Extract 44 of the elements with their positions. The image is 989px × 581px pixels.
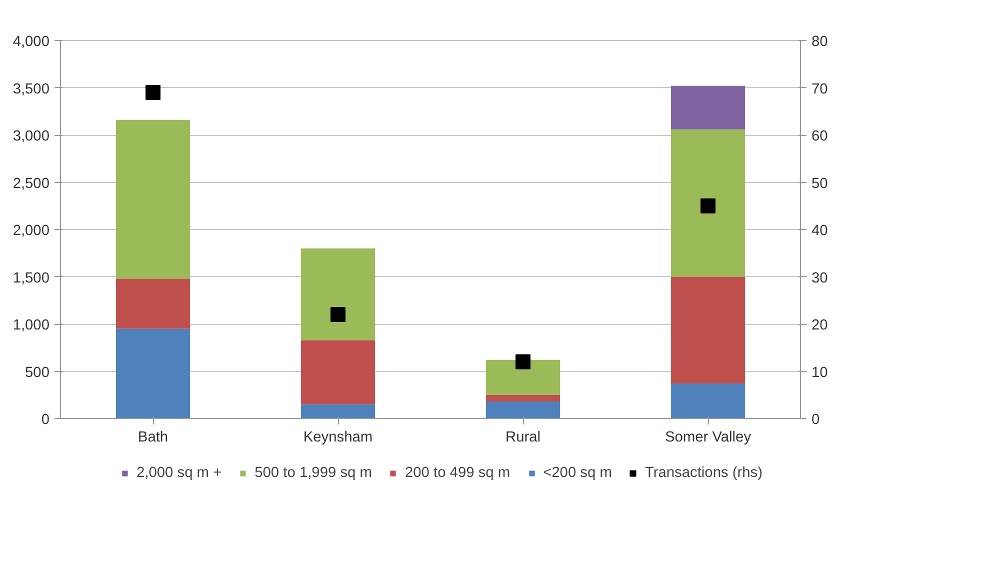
point: [330, 307, 346, 322]
bar: [301, 340, 375, 404]
y2-tick-label: 60: [812, 128, 828, 144]
point: [516, 354, 530, 370]
y-tick-label: 3,000: [12, 128, 50, 144]
legend-label: <200 sq m: [543, 465, 612, 481]
y2-tick-label: 70: [812, 81, 828, 98]
bar: [671, 86, 745, 130]
point: [146, 84, 160, 100]
bar: [301, 404, 375, 418]
bar: [486, 401, 560, 418]
x-tick-label: Somer Valley: [664, 430, 752, 446]
y-tick-label: 1,500: [12, 270, 50, 286]
bar: [671, 384, 745, 418]
y-tick-label: 2,000: [12, 223, 50, 239]
bar: [116, 328, 190, 418]
bar: [116, 120, 190, 279]
y2-tick-label: 80: [812, 34, 828, 50]
x-tick-label: Rural: [505, 430, 541, 446]
y-tick-label: 4,000: [12, 34, 50, 50]
bar: [301, 248, 375, 340]
y-tick-label: 1,000: [12, 318, 50, 334]
y2-tick-label: 10: [812, 364, 828, 381]
legend-label: 2,000 sq m +: [136, 465, 222, 481]
bar: [116, 278, 190, 329]
x-tick-label: Keynsham: [303, 430, 373, 446]
point: [700, 198, 716, 214]
bar: [486, 394, 560, 402]
bar: [671, 129, 745, 277]
y2-tick-label: 0: [812, 412, 820, 428]
y2-tick-label: 20: [812, 318, 828, 334]
y2-tick-label: 50: [812, 176, 828, 192]
y2-tick-label: 40: [812, 223, 828, 239]
y-tick-label: 0: [41, 412, 50, 428]
bar: [486, 360, 560, 395]
y2-tick-label: 30: [812, 270, 828, 286]
legend-label: Transactions (rhs): [644, 465, 763, 481]
y-tick-label: 2,500: [12, 176, 50, 192]
legend-label: 500 to 1,999 sq m: [254, 465, 372, 481]
y-tick-label: 3,500: [12, 81, 50, 98]
y-tick-label: 500: [25, 364, 50, 381]
legend-label: 200 to 499 sq m: [404, 465, 510, 481]
bar: [671, 276, 745, 384]
x-tick-label: Bath: [138, 430, 168, 446]
